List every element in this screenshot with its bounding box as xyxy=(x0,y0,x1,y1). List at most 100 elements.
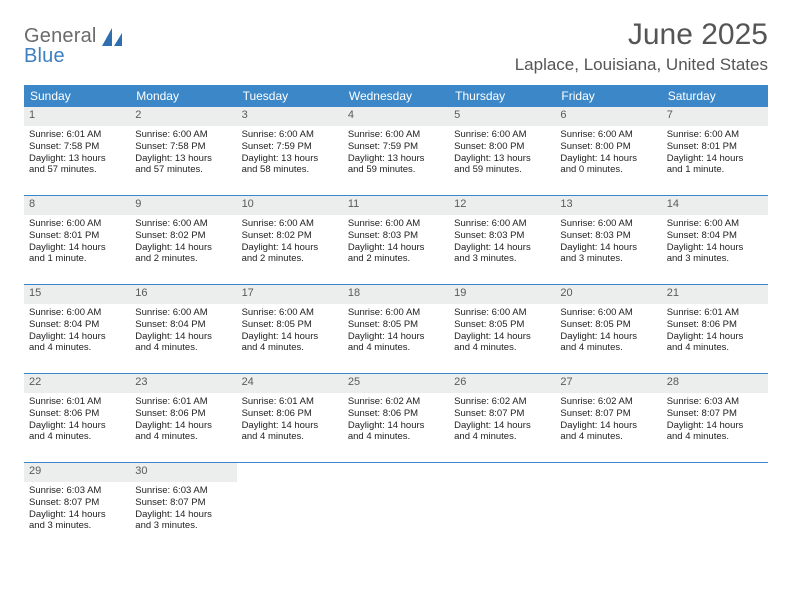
day-daylight1: Daylight: 13 hours xyxy=(29,153,125,165)
day-daylight2: and 4 minutes. xyxy=(560,342,656,354)
day-body: Sunrise: 6:00 AMSunset: 7:59 PMDaylight:… xyxy=(237,128,343,181)
calendar-grid: Sunday Monday Tuesday Wednesday Thursday… xyxy=(24,85,768,551)
day-daylight1: Daylight: 14 hours xyxy=(242,242,338,254)
day-sunrise: Sunrise: 6:00 AM xyxy=(348,129,444,141)
day-sunset: Sunset: 7:58 PM xyxy=(135,141,231,153)
day-sunrise: Sunrise: 6:00 AM xyxy=(560,218,656,230)
day-daylight2: and 3 minutes. xyxy=(454,253,550,265)
day-body: Sunrise: 6:02 AMSunset: 8:06 PMDaylight:… xyxy=(343,395,449,448)
day-body: Sunrise: 6:00 AMSunset: 8:05 PMDaylight:… xyxy=(237,306,343,359)
day-sunrise: Sunrise: 6:01 AM xyxy=(135,396,231,408)
day-sunrise: Sunrise: 6:00 AM xyxy=(667,218,763,230)
day-sunrise: Sunrise: 6:00 AM xyxy=(29,218,125,230)
day-sunrise: Sunrise: 6:01 AM xyxy=(667,307,763,319)
day-daylight1: Daylight: 14 hours xyxy=(29,331,125,343)
date-number: 5 xyxy=(449,107,555,126)
day-body: Sunrise: 6:00 AMSunset: 8:02 PMDaylight:… xyxy=(237,217,343,270)
day-body: Sunrise: 6:00 AMSunset: 8:04 PMDaylight:… xyxy=(24,306,130,359)
day-daylight2: and 3 minutes. xyxy=(135,520,231,532)
day-sunset: Sunset: 8:04 PM xyxy=(135,319,231,331)
date-number: 1 xyxy=(24,107,130,126)
day-sunrise: Sunrise: 6:02 AM xyxy=(560,396,656,408)
day-sunrise: Sunrise: 6:00 AM xyxy=(242,129,338,141)
day-daylight1: Daylight: 14 hours xyxy=(348,242,444,254)
day-daylight2: and 4 minutes. xyxy=(348,342,444,354)
day-daylight1: Daylight: 14 hours xyxy=(135,242,231,254)
day-daylight1: Daylight: 13 hours xyxy=(454,153,550,165)
day-sunrise: Sunrise: 6:00 AM xyxy=(348,218,444,230)
day-sunrise: Sunrise: 6:00 AM xyxy=(454,307,550,319)
day-daylight2: and 4 minutes. xyxy=(29,342,125,354)
day-sunrise: Sunrise: 6:00 AM xyxy=(560,129,656,141)
day-daylight1: Daylight: 14 hours xyxy=(667,331,763,343)
weekday-header: Saturday xyxy=(662,85,768,107)
day-sunrise: Sunrise: 6:00 AM xyxy=(667,129,763,141)
day-daylight2: and 59 minutes. xyxy=(454,164,550,176)
title-block: June 2025 Laplace, Louisiana, United Sta… xyxy=(515,18,768,75)
day-cell: 26Sunrise: 6:02 AMSunset: 8:07 PMDayligh… xyxy=(449,374,555,462)
date-number: 20 xyxy=(555,285,661,304)
logo: General Blue xyxy=(24,18,123,66)
day-daylight2: and 4 minutes. xyxy=(667,342,763,354)
date-number: 12 xyxy=(449,196,555,215)
day-sunset: Sunset: 7:59 PM xyxy=(348,141,444,153)
day-cell: 13Sunrise: 6:00 AMSunset: 8:03 PMDayligh… xyxy=(555,196,661,284)
day-sunset: Sunset: 8:03 PM xyxy=(348,230,444,242)
day-daylight2: and 3 minutes. xyxy=(560,253,656,265)
day-body: Sunrise: 6:00 AMSunset: 8:05 PMDaylight:… xyxy=(343,306,449,359)
day-daylight2: and 3 minutes. xyxy=(667,253,763,265)
day-cell: 15Sunrise: 6:00 AMSunset: 8:04 PMDayligh… xyxy=(24,285,130,373)
day-daylight2: and 2 minutes. xyxy=(348,253,444,265)
day-sunset: Sunset: 8:02 PM xyxy=(242,230,338,242)
day-sunrise: Sunrise: 6:01 AM xyxy=(29,396,125,408)
day-body: Sunrise: 6:00 AMSunset: 8:02 PMDaylight:… xyxy=(130,217,236,270)
day-daylight2: and 4 minutes. xyxy=(135,342,231,354)
day-daylight1: Daylight: 14 hours xyxy=(667,153,763,165)
day-cell: 10Sunrise: 6:00 AMSunset: 8:02 PMDayligh… xyxy=(237,196,343,284)
day-sunset: Sunset: 8:04 PM xyxy=(667,230,763,242)
date-number: 23 xyxy=(130,374,236,393)
date-number: 28 xyxy=(662,374,768,393)
date-number: 19 xyxy=(449,285,555,304)
day-sunset: Sunset: 8:07 PM xyxy=(560,408,656,420)
date-number: 18 xyxy=(343,285,449,304)
day-sunset: Sunset: 7:59 PM xyxy=(242,141,338,153)
day-cell: 9Sunrise: 6:00 AMSunset: 8:02 PMDaylight… xyxy=(130,196,236,284)
day-daylight1: Daylight: 14 hours xyxy=(348,420,444,432)
day-body: Sunrise: 6:00 AMSunset: 8:04 PMDaylight:… xyxy=(130,306,236,359)
day-cell: 5Sunrise: 6:00 AMSunset: 8:00 PMDaylight… xyxy=(449,107,555,195)
day-sunset: Sunset: 8:01 PM xyxy=(29,230,125,242)
date-number: 11 xyxy=(343,196,449,215)
date-number: 8 xyxy=(24,196,130,215)
day-sunrise: Sunrise: 6:00 AM xyxy=(454,129,550,141)
day-cell-empty xyxy=(237,463,343,551)
day-cell: 30Sunrise: 6:03 AMSunset: 8:07 PMDayligh… xyxy=(130,463,236,551)
day-daylight2: and 4 minutes. xyxy=(242,431,338,443)
day-daylight1: Daylight: 14 hours xyxy=(135,420,231,432)
day-cell: 11 Sunrise: 6:00 AMSunset: 8:03 PMDayligh… xyxy=(343,196,449,284)
day-body: Sunrise: 6:03 AMSunset: 8:07 PMDaylight:… xyxy=(24,484,130,537)
day-sunset: Sunset: 8:05 PM xyxy=(242,319,338,331)
day-body: Sunrise: 6:00 AMSunset: 8:03 PMDaylight:… xyxy=(343,217,449,270)
day-daylight1: Daylight: 14 hours xyxy=(29,242,125,254)
day-body: Sunrise: 6:02 AMSunset: 8:07 PMDaylight:… xyxy=(555,395,661,448)
date-number: 21 xyxy=(662,285,768,304)
day-daylight1: Daylight: 14 hours xyxy=(560,331,656,343)
day-daylight2: and 4 minutes. xyxy=(560,431,656,443)
day-cell: 28Sunrise: 6:03 AMSunset: 8:07 PMDayligh… xyxy=(662,374,768,462)
day-cell: 3Sunrise: 6:00 AMSunset: 7:59 PMDaylight… xyxy=(237,107,343,195)
day-cell: 7Sunrise: 6:00 AMSunset: 8:01 PMDaylight… xyxy=(662,107,768,195)
day-cell: 20Sunrise: 6:00 AMSunset: 8:05 PMDayligh… xyxy=(555,285,661,373)
weekday-header: Sunday xyxy=(24,85,130,107)
date-number: 22 xyxy=(24,374,130,393)
day-daylight2: and 4 minutes. xyxy=(242,342,338,354)
day-daylight2: and 2 minutes. xyxy=(242,253,338,265)
day-body: Sunrise: 6:01 AMSunset: 8:06 PMDaylight:… xyxy=(237,395,343,448)
day-daylight2: and 58 minutes. xyxy=(242,164,338,176)
day-sunrise: Sunrise: 6:03 AM xyxy=(29,485,125,497)
day-daylight1: Daylight: 14 hours xyxy=(454,331,550,343)
day-sunset: Sunset: 7:58 PM xyxy=(29,141,125,153)
header: General Blue June 2025 Laplace, Louisian… xyxy=(24,18,768,75)
day-daylight1: Daylight: 14 hours xyxy=(667,242,763,254)
day-body: Sunrise: 6:00 AMSunset: 8:03 PMDaylight:… xyxy=(555,217,661,270)
